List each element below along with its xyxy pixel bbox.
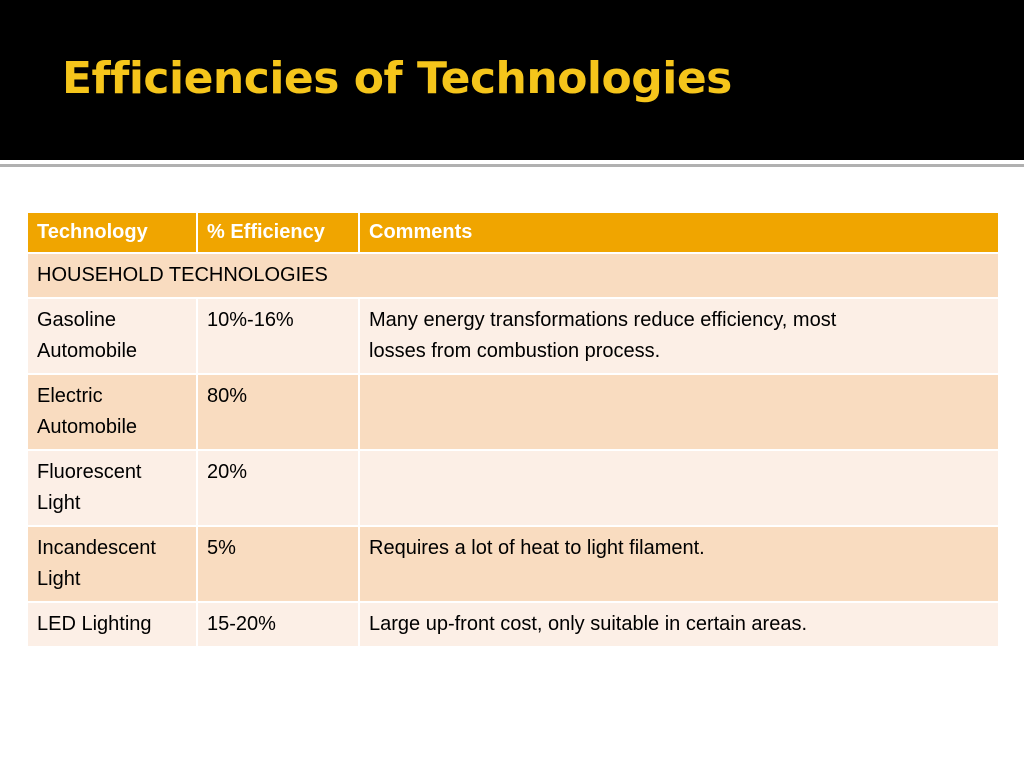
table-row: Incandescent Light 5% Requires a lot of … xyxy=(26,525,1000,603)
technology-line: LED Lighting xyxy=(37,613,152,635)
comments-cell: Large up-front cost, only suitable in ce… xyxy=(358,601,1000,648)
technology-line: Gasoline xyxy=(37,309,116,331)
title-bar: Efficiencies of Technologies xyxy=(0,0,1024,160)
header-efficiency: % Efficiency xyxy=(196,211,360,254)
technology-cell: Incandescent Light xyxy=(26,525,198,603)
comments-line xyxy=(369,488,989,519)
table-row: Electric Automobile 80% xyxy=(26,373,1000,451)
comments-line: Large up-front cost, only suitable in ce… xyxy=(369,613,808,635)
efficiency-cell: 5% xyxy=(196,525,360,603)
efficiency-cell: 10%-16% xyxy=(196,297,360,375)
section-label: HOUSEHOLD TECHNOLOGIES xyxy=(26,252,1000,299)
comments-cell: Many energy transformations reduce effic… xyxy=(358,297,1000,375)
header-comments: Comments xyxy=(358,211,1000,254)
technology-line: Fluorescent xyxy=(37,461,142,483)
technology-cell: Electric Automobile xyxy=(26,373,198,451)
header-technology: Technology xyxy=(26,211,198,254)
comments-cell xyxy=(358,373,1000,451)
technology-cell: LED Lighting xyxy=(26,601,198,648)
table-row: Fluorescent Light 20% xyxy=(26,449,1000,527)
comments-line: Requires a lot of heat to light filament… xyxy=(369,537,705,559)
table-row: Gasoline Automobile 10%-16% Many energy … xyxy=(26,297,1000,375)
technology-cell: Fluorescent Light xyxy=(26,449,198,527)
technology-line: Incandescent xyxy=(37,537,156,559)
efficiency-cell: 20% xyxy=(196,449,360,527)
efficiency-cell: 80% xyxy=(196,373,360,451)
efficiency-cell: 15-20% xyxy=(196,601,360,648)
comments-line xyxy=(369,457,989,488)
section-row: HOUSEHOLD TECHNOLOGIES xyxy=(26,252,1000,299)
title-divider-white xyxy=(0,160,1024,163)
technology-line: Light xyxy=(37,492,81,514)
technology-cell: Gasoline Automobile xyxy=(26,297,198,375)
technology-line: Light xyxy=(37,568,81,590)
technology-line: Automobile xyxy=(37,416,138,438)
title-divider-grey xyxy=(0,164,1024,167)
comments-line xyxy=(369,412,989,443)
comments-line: Many energy transformations reduce effic… xyxy=(369,309,837,331)
technology-line: Electric xyxy=(37,385,103,407)
slide-title: Efficiencies of Technologies xyxy=(62,53,732,104)
comments-cell xyxy=(358,449,1000,527)
comments-cell: Requires a lot of heat to light filament… xyxy=(358,525,1000,603)
table-row: LED Lighting 15-20% Large up-front cost,… xyxy=(26,601,1000,648)
technology-line: Automobile xyxy=(37,340,138,362)
table-header-row: Technology % Efficiency Comments xyxy=(26,211,1000,254)
comments-line: losses from combustion process. xyxy=(369,340,661,362)
comments-line xyxy=(369,381,989,412)
efficiency-table: Technology % Efficiency Comments HOUSEHO… xyxy=(26,211,1000,648)
